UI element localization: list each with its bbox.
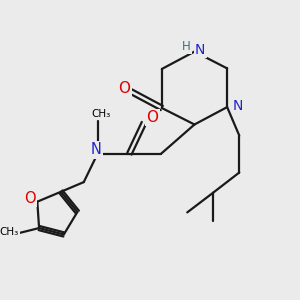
Text: N: N — [195, 43, 206, 57]
Text: O: O — [24, 191, 36, 206]
Text: O: O — [147, 110, 159, 125]
Text: O: O — [118, 81, 130, 96]
Text: N: N — [91, 142, 102, 158]
Text: N: N — [233, 99, 243, 112]
Text: H: H — [182, 40, 191, 53]
Text: CH₃: CH₃ — [0, 227, 19, 237]
Text: CH₃: CH₃ — [91, 109, 110, 119]
